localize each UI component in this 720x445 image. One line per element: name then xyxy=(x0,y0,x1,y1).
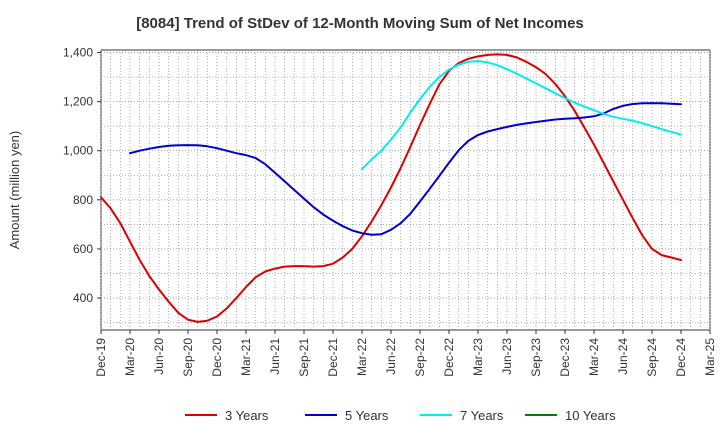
x-tick-label: Dec-19 xyxy=(94,338,108,377)
x-tick-label: Dec-20 xyxy=(210,338,224,377)
x-tick-label: Dec-21 xyxy=(326,338,340,377)
x-tick-label: Mar-22 xyxy=(355,338,369,376)
x-tick-label: Dec-24 xyxy=(674,338,688,377)
legend-label-3: 7 Years xyxy=(460,408,504,423)
series-line-1 xyxy=(100,53,682,323)
x-tick-label: Dec-23 xyxy=(558,338,572,377)
y-tick-label: 1,000 xyxy=(63,144,93,158)
x-tick-label: Sep-20 xyxy=(181,338,195,377)
legend-label-2: 5 Years xyxy=(345,408,389,423)
chart-title: [8084] Trend of StDev of 12-Month Moving… xyxy=(136,15,584,32)
legend-label-1: 3 Years xyxy=(225,408,269,423)
x-tick-label: Sep-24 xyxy=(645,338,659,377)
x-tick-label: Mar-23 xyxy=(471,338,485,376)
x-tick-label: Jun-22 xyxy=(384,338,398,375)
x-tick-label: Sep-23 xyxy=(529,338,543,377)
y-axis-label: Amount (million yen) xyxy=(7,131,22,250)
y-tick-label: 400 xyxy=(73,291,93,305)
x-tick-label: Mar-24 xyxy=(587,338,601,376)
x-tick-label: Mar-21 xyxy=(239,338,253,376)
series-line-2 xyxy=(129,102,682,236)
x-tick-label: Mar-25 xyxy=(703,338,717,376)
y-tick-label: 800 xyxy=(73,193,93,207)
legend-label-4: 10 Years xyxy=(565,408,616,423)
x-tick-label: Jun-20 xyxy=(152,338,166,375)
x-tick-label: Dec-22 xyxy=(442,338,456,377)
series-line-3 xyxy=(361,60,682,171)
plot-area xyxy=(100,49,711,331)
x-tick-label: Jun-23 xyxy=(500,338,514,375)
x-tick-label: Sep-21 xyxy=(297,338,311,377)
y-tick-label: 1,400 xyxy=(63,45,93,59)
x-tick-label: Jun-21 xyxy=(268,338,282,375)
x-tick-label: Sep-22 xyxy=(413,338,427,377)
x-tick-label: Mar-20 xyxy=(123,338,137,376)
y-tick-label: 1,200 xyxy=(63,95,93,109)
y-tick-label: 600 xyxy=(73,242,93,256)
x-tick-label: Jun-24 xyxy=(616,338,630,375)
